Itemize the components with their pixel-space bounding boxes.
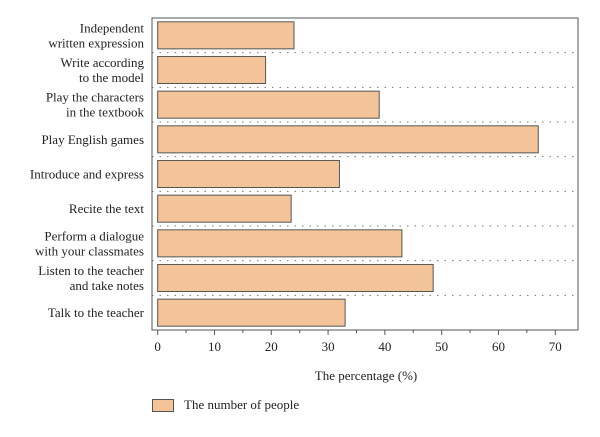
x-tick-label: 40: [378, 339, 391, 354]
bar: [157, 21, 295, 50]
x-tick-label: 30: [322, 339, 335, 354]
x-tick-label: 0: [154, 339, 161, 354]
plot-frame: [151, 17, 579, 331]
axes: 0 10 20 30 40 50 60 70: [151, 17, 579, 354]
bar: [157, 125, 539, 154]
category-label: Talk to the teacher: [48, 305, 145, 320]
bar: [157, 159, 340, 189]
x-tick-label: 60: [492, 339, 505, 354]
x-tick-label: 70: [549, 339, 562, 354]
x-tick-label: 20: [265, 339, 278, 354]
legend-label: The number of people: [184, 397, 300, 412]
x-tick-label: 50: [435, 339, 448, 354]
x-tick-label: 10: [208, 339, 221, 354]
category-label: Independent written expression: [48, 20, 144, 50]
bar: [157, 263, 434, 293]
category-label: Play English games: [41, 132, 144, 147]
bars: [157, 21, 539, 327]
bar: [157, 55, 267, 85]
legend: The number of people: [152, 397, 299, 413]
bar: [157, 298, 346, 327]
category-label: Play the characters in the textbook: [46, 90, 145, 120]
category-label: Perform a dialogue with your classmates: [35, 228, 144, 258]
bar: [157, 90, 380, 119]
category-label: Listen to the teacher and take notes: [38, 263, 144, 293]
category-label: Introduce and express: [30, 167, 144, 182]
category-labels: Independent written expression Write accor…: [30, 20, 145, 320]
bar: [157, 229, 403, 258]
category-label: Recite the text: [69, 201, 144, 216]
category-label: Write according to the model: [60, 55, 144, 85]
legend-swatch: [152, 398, 174, 412]
bar: [157, 194, 292, 223]
x-axis-title: The percentage (%): [315, 368, 418, 383]
